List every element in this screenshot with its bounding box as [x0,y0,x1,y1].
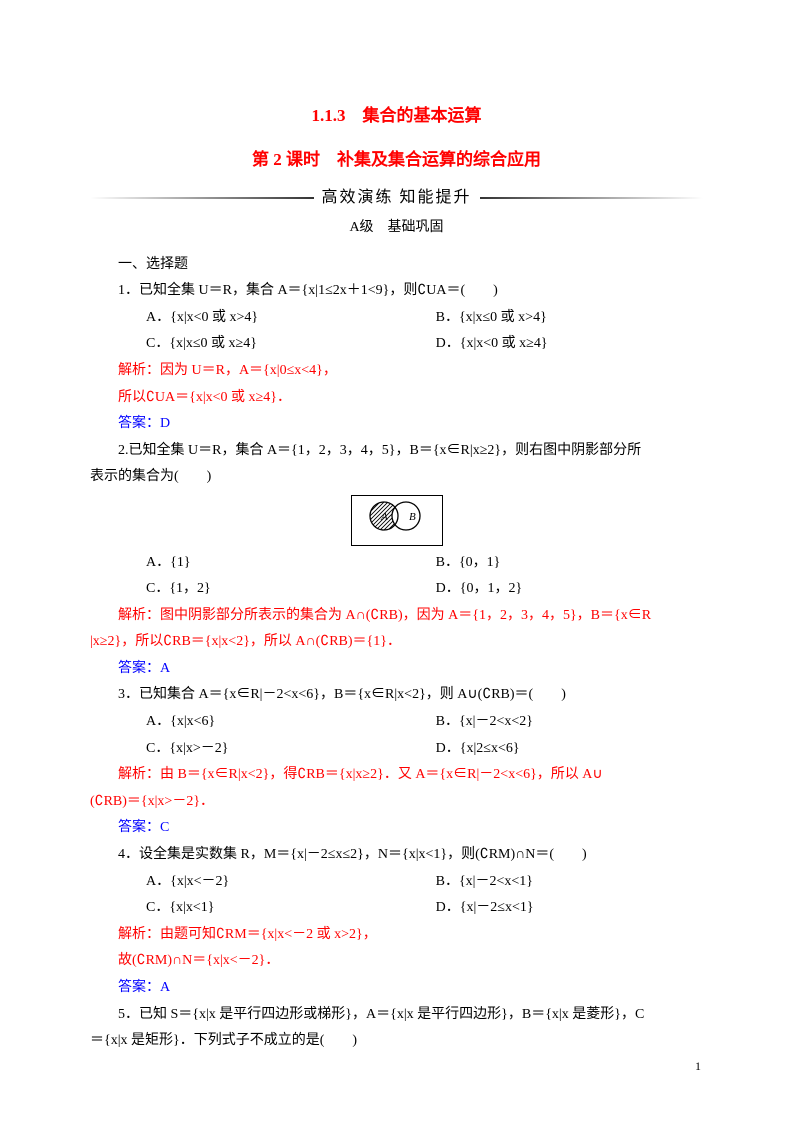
chapter-title: 1.1.3 集合的基本运算 [90,100,703,132]
q3-opt-c: C．{x|x>－2} [146,736,436,763]
q4-explain-2: 故(∁RM)∩N＝{x|x<－2}． [90,948,703,975]
q4-opt-d: D．{x|－2≤x<1} [436,895,703,922]
q2-opt-a: A．{1} [146,550,436,577]
q5-stem-l1: 5．已知 S＝{x|x 是平行四边形或梯形}，A＝{x|x 是平行四边形}，B＝… [90,1002,703,1029]
q2-answer: 答案：A [90,656,703,683]
q4-opt-a: A．{x|x<－2} [146,869,436,896]
q1-options-row2: C．{x|x≤0 或 x≥4} D．{x|x<0 或 x≥4} [90,331,703,358]
q2-explain-1: 解析：图中阴影部分所表示的集合为 A∩(∁RB)，因为 A＝{1，2，3，4，5… [90,603,703,630]
q2-stem-l2: 表示的集合为( ) [90,464,703,491]
level-label: A级 基础巩固 [90,215,703,242]
venn-svg: A B [362,500,432,532]
q4-options-row2: C．{x|x<1} D．{x|－2≤x<1} [90,895,703,922]
q4-opt-b: B．{x|－2<x<1} [436,869,703,896]
q2-opt-d: D．{0，1，2} [436,576,703,603]
q3-answer: 答案：C [90,815,703,842]
venn-diagram: A B [90,495,703,546]
section-heading: 一、选择题 [90,252,703,279]
q2-opt-c: C．{1，2} [146,576,436,603]
lesson-title: 第 2 课时 补集及集合运算的综合应用 [90,144,703,176]
q1-opt-a: A．{x|x<0 或 x>4} [146,305,436,332]
q3-explain-2: (∁RB)＝{x|x>－2}． [90,789,703,816]
q5-stem-l2: ＝{x|x 是矩形}．下列式子不成立的是( ) [90,1028,703,1055]
q1-opt-d: D．{x|x<0 或 x≥4} [436,331,703,358]
q3-stem: 3．已知集合 A＝{x∈R|－2<x<6}，B＝{x∈R|x<2}，则 A∪(∁… [90,682,703,709]
q1-opt-c: C．{x|x≤0 或 x≥4} [146,331,436,358]
q3-opt-a: A．{x|x<6} [146,709,436,736]
q1-options-row1: A．{x|x<0 或 x>4} B．{x|x≤0 或 x>4} [90,305,703,332]
venn-label-a: A [380,511,388,523]
q1-stem: 1．已知全集 U＝R，集合 A＝{x|1≤2x＋1<9}，则∁UA＝( ) [90,278,703,305]
q4-opt-c: C．{x|x<1} [146,895,436,922]
banner-line-left [90,197,314,199]
q4-stem: 4．设全集是实数集 R，M＝{x|－2≤x≤2}，N＝{x|x<1}，则(∁RM… [90,842,703,869]
q1-explain-1: 解析：因为 U＝R，A＝{x|0≤x<4}， [90,358,703,385]
banner-line-right [480,197,704,199]
banner: 高效演练 知能提升 [90,183,703,213]
q4-answer: 答案：A [90,975,703,1002]
q2-opt-b: B．{0，1} [436,550,703,577]
q2-explain-2: |x≥2}，所以∁RB＝{x|x<2}，所以 A∩(∁RB)＝{1}． [90,629,703,656]
q4-explain-1: 解析：由题可知∁RM＝{x|x<－2 或 x>2}， [90,922,703,949]
q3-opt-b: B．{x|－2<x<2} [436,709,703,736]
venn-box: A B [351,495,443,546]
q3-opt-d: D．{x|2≤x<6} [436,736,703,763]
q1-opt-b: B．{x|x≤0 或 x>4} [436,305,703,332]
q3-options-row1: A．{x|x<6} B．{x|－2<x<2} [90,709,703,736]
page-number: 1 [695,1055,701,1078]
venn-label-b: B [409,511,416,523]
q3-explain-1: 解析：由 B＝{x∈R|x<2}，得∁RB＝{x|x≥2}．又 A＝{x∈R|－… [90,762,703,789]
q2-stem-l1: 2.已知全集 U＝R，集合 A＝{1，2，3，4，5}，B＝{x∈R|x≥2}，… [90,438,703,465]
q4-options-row1: A．{x|x<－2} B．{x|－2<x<1} [90,869,703,896]
q3-options-row2: C．{x|x>－2} D．{x|2≤x<6} [90,736,703,763]
q1-answer: 答案：D [90,411,703,438]
banner-text: 高效演练 知能提升 [314,183,480,213]
q2-options-row1: A．{1} B．{0，1} [90,550,703,577]
q1-explain-2: 所以∁UA＝{x|x<0 或 x≥4}． [90,385,703,412]
q2-options-row2: C．{1，2} D．{0，1，2} [90,576,703,603]
